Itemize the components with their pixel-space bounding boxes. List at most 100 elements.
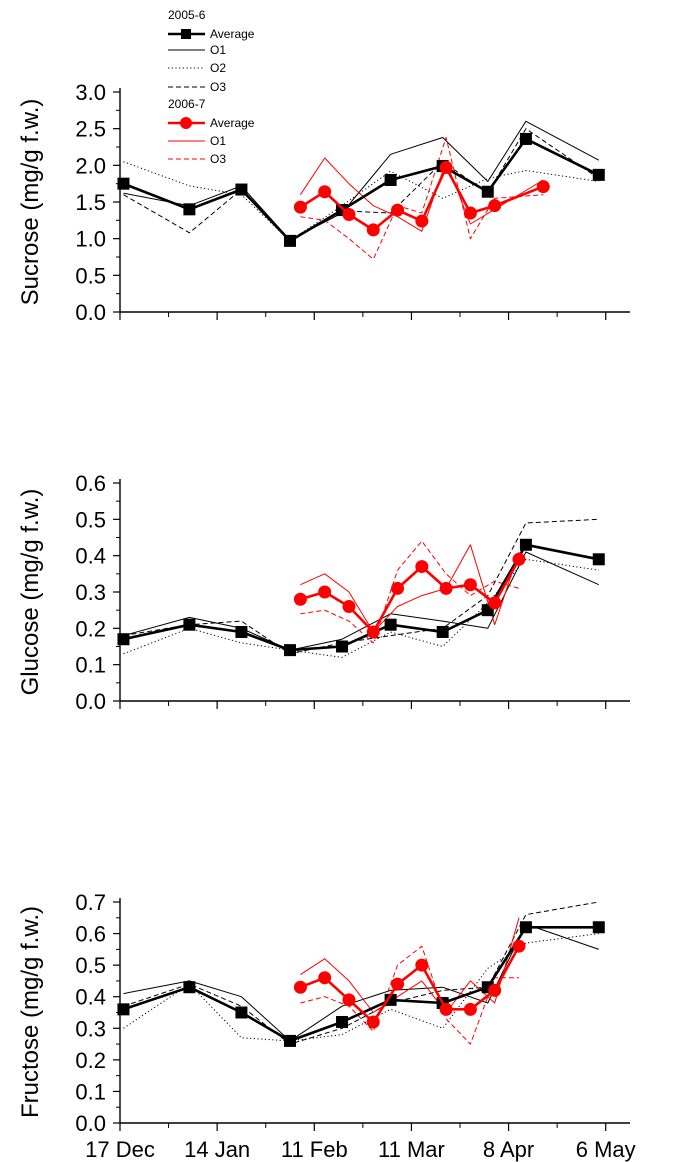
series-line-2005-6-o3: [123, 128, 600, 240]
series-line-2005-6-o3: [123, 901, 599, 1045]
series-line-2005-6-average: [123, 137, 600, 243]
data-point-square: [519, 538, 532, 551]
y-axis-label: Glucose (mg/g f.w.): [17, 489, 44, 696]
y-tick-label: 3.0: [75, 80, 106, 105]
y-tick-label: 0.5: [75, 263, 106, 288]
data-point-circle: [512, 939, 526, 953]
series-line-2006-7-o3: [300, 540, 520, 644]
y-tick-label: 0.0: [75, 1111, 106, 1136]
series-line-2006-7-o1: [300, 544, 520, 633]
y-tick-label: 0.2: [75, 1048, 106, 1073]
y-tick-label: 1.5: [75, 190, 106, 215]
data-point-square: [481, 185, 494, 198]
data-point-circle: [415, 958, 429, 972]
y-tick-label: 2.0: [75, 153, 106, 178]
data-point-square: [336, 1015, 349, 1028]
x-tick-label: 17 Dec: [85, 1137, 155, 1162]
data-point-circle: [463, 1002, 477, 1016]
legend-group-title-2006-7: 2006-7: [168, 97, 206, 111]
data-point-square: [284, 644, 296, 657]
y-tick-label: 0.2: [75, 616, 106, 641]
data-point-circle: [342, 207, 356, 221]
y-tick-label: 0.5: [75, 507, 106, 532]
y-tick-label: 0.3: [75, 1016, 106, 1041]
data-point-square: [284, 234, 296, 247]
data-point-square: [592, 921, 605, 934]
data-point-square: [235, 1006, 248, 1019]
data-point-square: [183, 981, 196, 994]
data-point-square: [284, 1034, 296, 1047]
data-point-circle: [391, 581, 405, 595]
data-point-circle: [512, 552, 526, 566]
sucrose-panel: 0.0 0.5 1.0 1.5 2.0 2.5 3.0 Sucrose (mg/g f.w.): [17, 80, 630, 325]
y-tick-label: 1.0: [75, 227, 106, 252]
data-point-circle: [463, 578, 477, 592]
data-point-circle: [439, 581, 453, 595]
data-point-square: [183, 618, 196, 631]
x-tick-label: 6 May: [576, 1137, 636, 1162]
data-point-square: [183, 203, 196, 216]
series-line-2005-6-o2: [123, 558, 599, 658]
legend-label-2006-average: Average: [210, 116, 255, 130]
data-point-circle: [293, 592, 307, 606]
y-tick-label: 0.1: [75, 653, 106, 678]
data-point-circle: [293, 200, 307, 214]
series-line-2005-6-o2: [123, 161, 599, 242]
data-point-square: [436, 625, 449, 638]
data-point-square: [384, 174, 397, 186]
data-point-square: [592, 553, 605, 566]
series-line-2005-6-o1: [123, 551, 600, 651]
legend-group-title-2005-6: 2005-6: [168, 8, 206, 22]
legend-label-2006-o1: O1: [210, 134, 226, 148]
data-point-circle: [488, 983, 502, 997]
data-point-circle: [439, 161, 453, 175]
legend: 2005-6 Average O1 O2 O3 2006-7 Average O…: [168, 8, 255, 166]
y-tick-label: 0.6: [75, 922, 106, 947]
data-point-square: [592, 168, 605, 181]
data-point-circle: [439, 1002, 453, 1016]
data-point-circle: [366, 625, 380, 639]
data-point-circle: [488, 596, 502, 610]
data-point-circle: [342, 600, 356, 614]
data-point-circle: [318, 971, 332, 985]
y-tick-label: 0.1: [75, 1079, 106, 1104]
data-point-circle: [391, 203, 405, 217]
data-point-circle: [536, 180, 550, 194]
data-point-circle: [293, 980, 307, 994]
data-point-square: [117, 1003, 130, 1016]
series-line-2005-6-o1: [123, 923, 599, 1042]
y-tick-label: 0.3: [75, 580, 106, 605]
series-line-2005-6-o1: [123, 120, 600, 241]
data-point-square: [235, 625, 248, 638]
y-tick-label: 0.5: [75, 953, 106, 978]
data-point-circle: [366, 223, 380, 237]
x-tick-label: 11 Feb: [281, 1137, 348, 1162]
data-point-square: [336, 640, 349, 653]
series-line-2006-7-average: [299, 166, 544, 232]
y-axis-label: Sucrose (mg/g f.w.): [17, 99, 44, 306]
legend-label-2005-o3: O3: [210, 80, 226, 94]
y-tick-label: 0.0: [75, 689, 106, 714]
data-point-circle: [415, 560, 429, 574]
y-axis-label: Fructose (mg/g f.w.): [17, 906, 44, 1118]
data-point-circle: [463, 206, 477, 220]
y-tick-label: 0.6: [75, 471, 106, 496]
y-tick-label: 0.4: [75, 985, 106, 1010]
data-point-circle: [318, 585, 332, 599]
legend-label-2005-o2: O2: [210, 61, 226, 75]
legend-label-2005-o1: O1: [210, 43, 226, 57]
data-point-circle: [318, 185, 332, 199]
legend-label-2005-average: Average: [210, 27, 255, 41]
series-line-2006-7-o1: [299, 157, 544, 232]
y-tick-label: 0.4: [75, 544, 106, 569]
data-point-circle: [366, 1015, 380, 1029]
series-line-2005-6-o3: [123, 518, 599, 655]
data-point-square: [519, 132, 532, 145]
series-line-2005-6-average: [123, 925, 599, 1043]
x-tick-label: 14 Jan: [184, 1137, 250, 1162]
data-point-square: [235, 183, 248, 196]
y-tick-label: 0.7: [75, 890, 106, 915]
data-point-circle: [488, 199, 502, 213]
data-point-circle: [391, 977, 405, 991]
